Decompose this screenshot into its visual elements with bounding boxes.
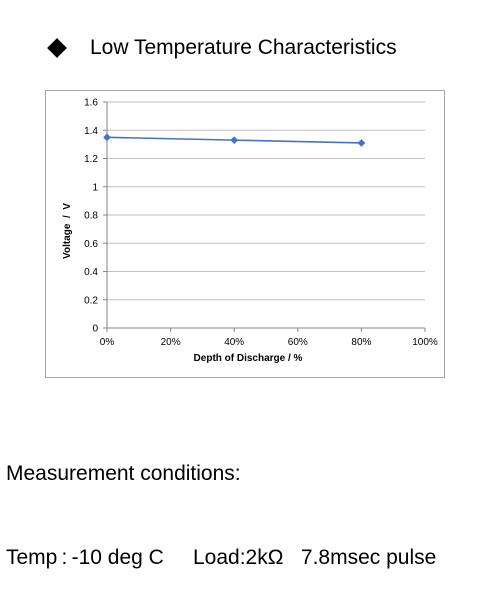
y-tick-label: 1.6 [84, 98, 98, 109]
measurement-conditions-heading: Measurement conditions: [6, 462, 241, 485]
x-tick-label: 80% [351, 337, 371, 348]
data-point-marker [230, 136, 239, 145]
y-tick-label: 1.4 [84, 126, 98, 137]
y-tick-label: 0.8 [84, 211, 98, 222]
x-tick-label: 0% [100, 337, 115, 348]
x-axis-title: Depth of Discharge / % [194, 353, 303, 364]
y-tick-label: 1 [92, 182, 98, 193]
x-tick-label: 20% [161, 337, 181, 348]
y-tick-label: 0 [92, 324, 98, 335]
measurement-conditions-detail: Temp : -10 deg C Load:2kΩ 7.8msec pulse [6, 546, 437, 569]
x-tick-label: 40% [224, 337, 244, 348]
y-tick-label: 0.4 [84, 267, 98, 278]
x-tick-label: 60% [288, 337, 308, 348]
chart-title: Low Temperature Characteristics [90, 36, 397, 59]
x-tick-label: 100% [412, 337, 438, 348]
y-tick-label: 0.2 [84, 295, 98, 306]
y-tick-label: 1.2 [84, 154, 98, 165]
measurement-notes: Measurement conditions: Temp : -10 deg C… [6, 404, 436, 600]
y-axis-title: Voltage / V [62, 203, 73, 259]
data-point-marker [357, 139, 366, 147]
y-tick-label: 0.6 [84, 239, 98, 250]
line-chart: 0 0.2 0.4 0.6 0.8 1 1.2 1.4 1.6 0% 20% 40% 60% 80% 100… [62, 98, 438, 365]
chart-heading: Low Temperature Characteristics [47, 33, 397, 63]
data-point-marker [103, 133, 111, 142]
